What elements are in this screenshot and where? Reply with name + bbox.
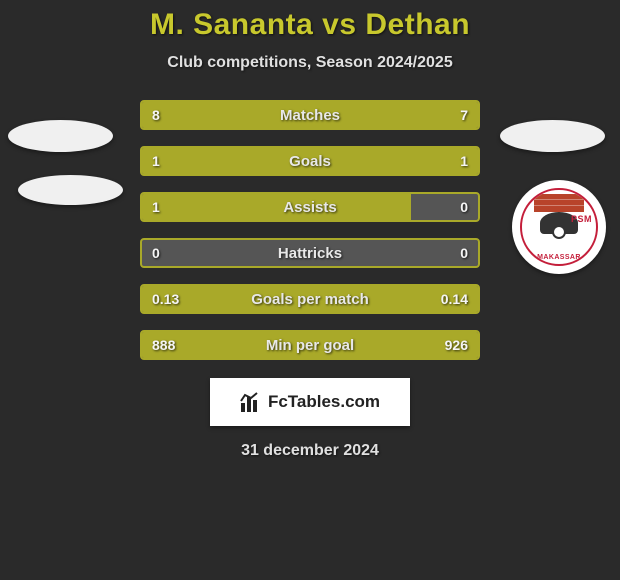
subtitle: Club competitions, Season 2024/2025 (167, 54, 452, 72)
page-title: M. Sananta vs Dethan (150, 8, 470, 42)
stat-bar-fill-right (307, 332, 478, 358)
brand-bars-icon (240, 391, 262, 413)
date-label: 31 december 2024 (241, 442, 379, 460)
stat-bar: Goals per match0.130.14 (140, 284, 480, 314)
player-right-avatar-placeholder (500, 120, 605, 152)
crest-bottom-label: MAKASSAR (522, 254, 596, 261)
stat-bar: Assists10 (140, 192, 480, 222)
stat-bar-fill-left (142, 102, 320, 128)
stat-bar-fill-left (142, 148, 310, 174)
stat-bar-fill-left (142, 194, 411, 220)
stat-bar: Goals11 (140, 146, 480, 176)
stat-value-right: 0 (450, 240, 478, 266)
stat-label: Hattricks (142, 240, 478, 266)
stat-value-left: 0 (142, 240, 170, 266)
comparison-card: M. Sananta vs Dethan Club competitions, … (0, 0, 620, 580)
stat-bar-fill-right (310, 148, 478, 174)
crest-top-label: PSM (571, 214, 592, 224)
stat-bar: Min per goal888926 (140, 330, 480, 360)
stat-value-right: 0 (450, 194, 478, 220)
stat-bar-fill-right (320, 102, 478, 128)
player-left-avatar-placeholder-2 (18, 175, 123, 205)
club-crest-inner: PSM MAKASSAR (520, 188, 598, 266)
stat-bars: Matches87Goals11Assists10Hattricks00Goal… (140, 100, 480, 360)
crest-wheel-icon (552, 225, 566, 239)
stat-bar: Hattricks0 0 (140, 238, 480, 268)
stat-bar-fill-left (142, 286, 303, 312)
stat-bar: Matches87 (140, 100, 480, 130)
stat-bar-fill-right (303, 286, 478, 312)
player-left-avatar-placeholder-1 (8, 120, 113, 152)
stat-bar-fill-left (142, 332, 307, 358)
crest-brick-icon (534, 194, 584, 212)
brand-text: FcTables.com (268, 392, 380, 412)
brand-link[interactable]: FcTables.com (210, 378, 410, 426)
club-crest[interactable]: PSM MAKASSAR (512, 180, 606, 274)
